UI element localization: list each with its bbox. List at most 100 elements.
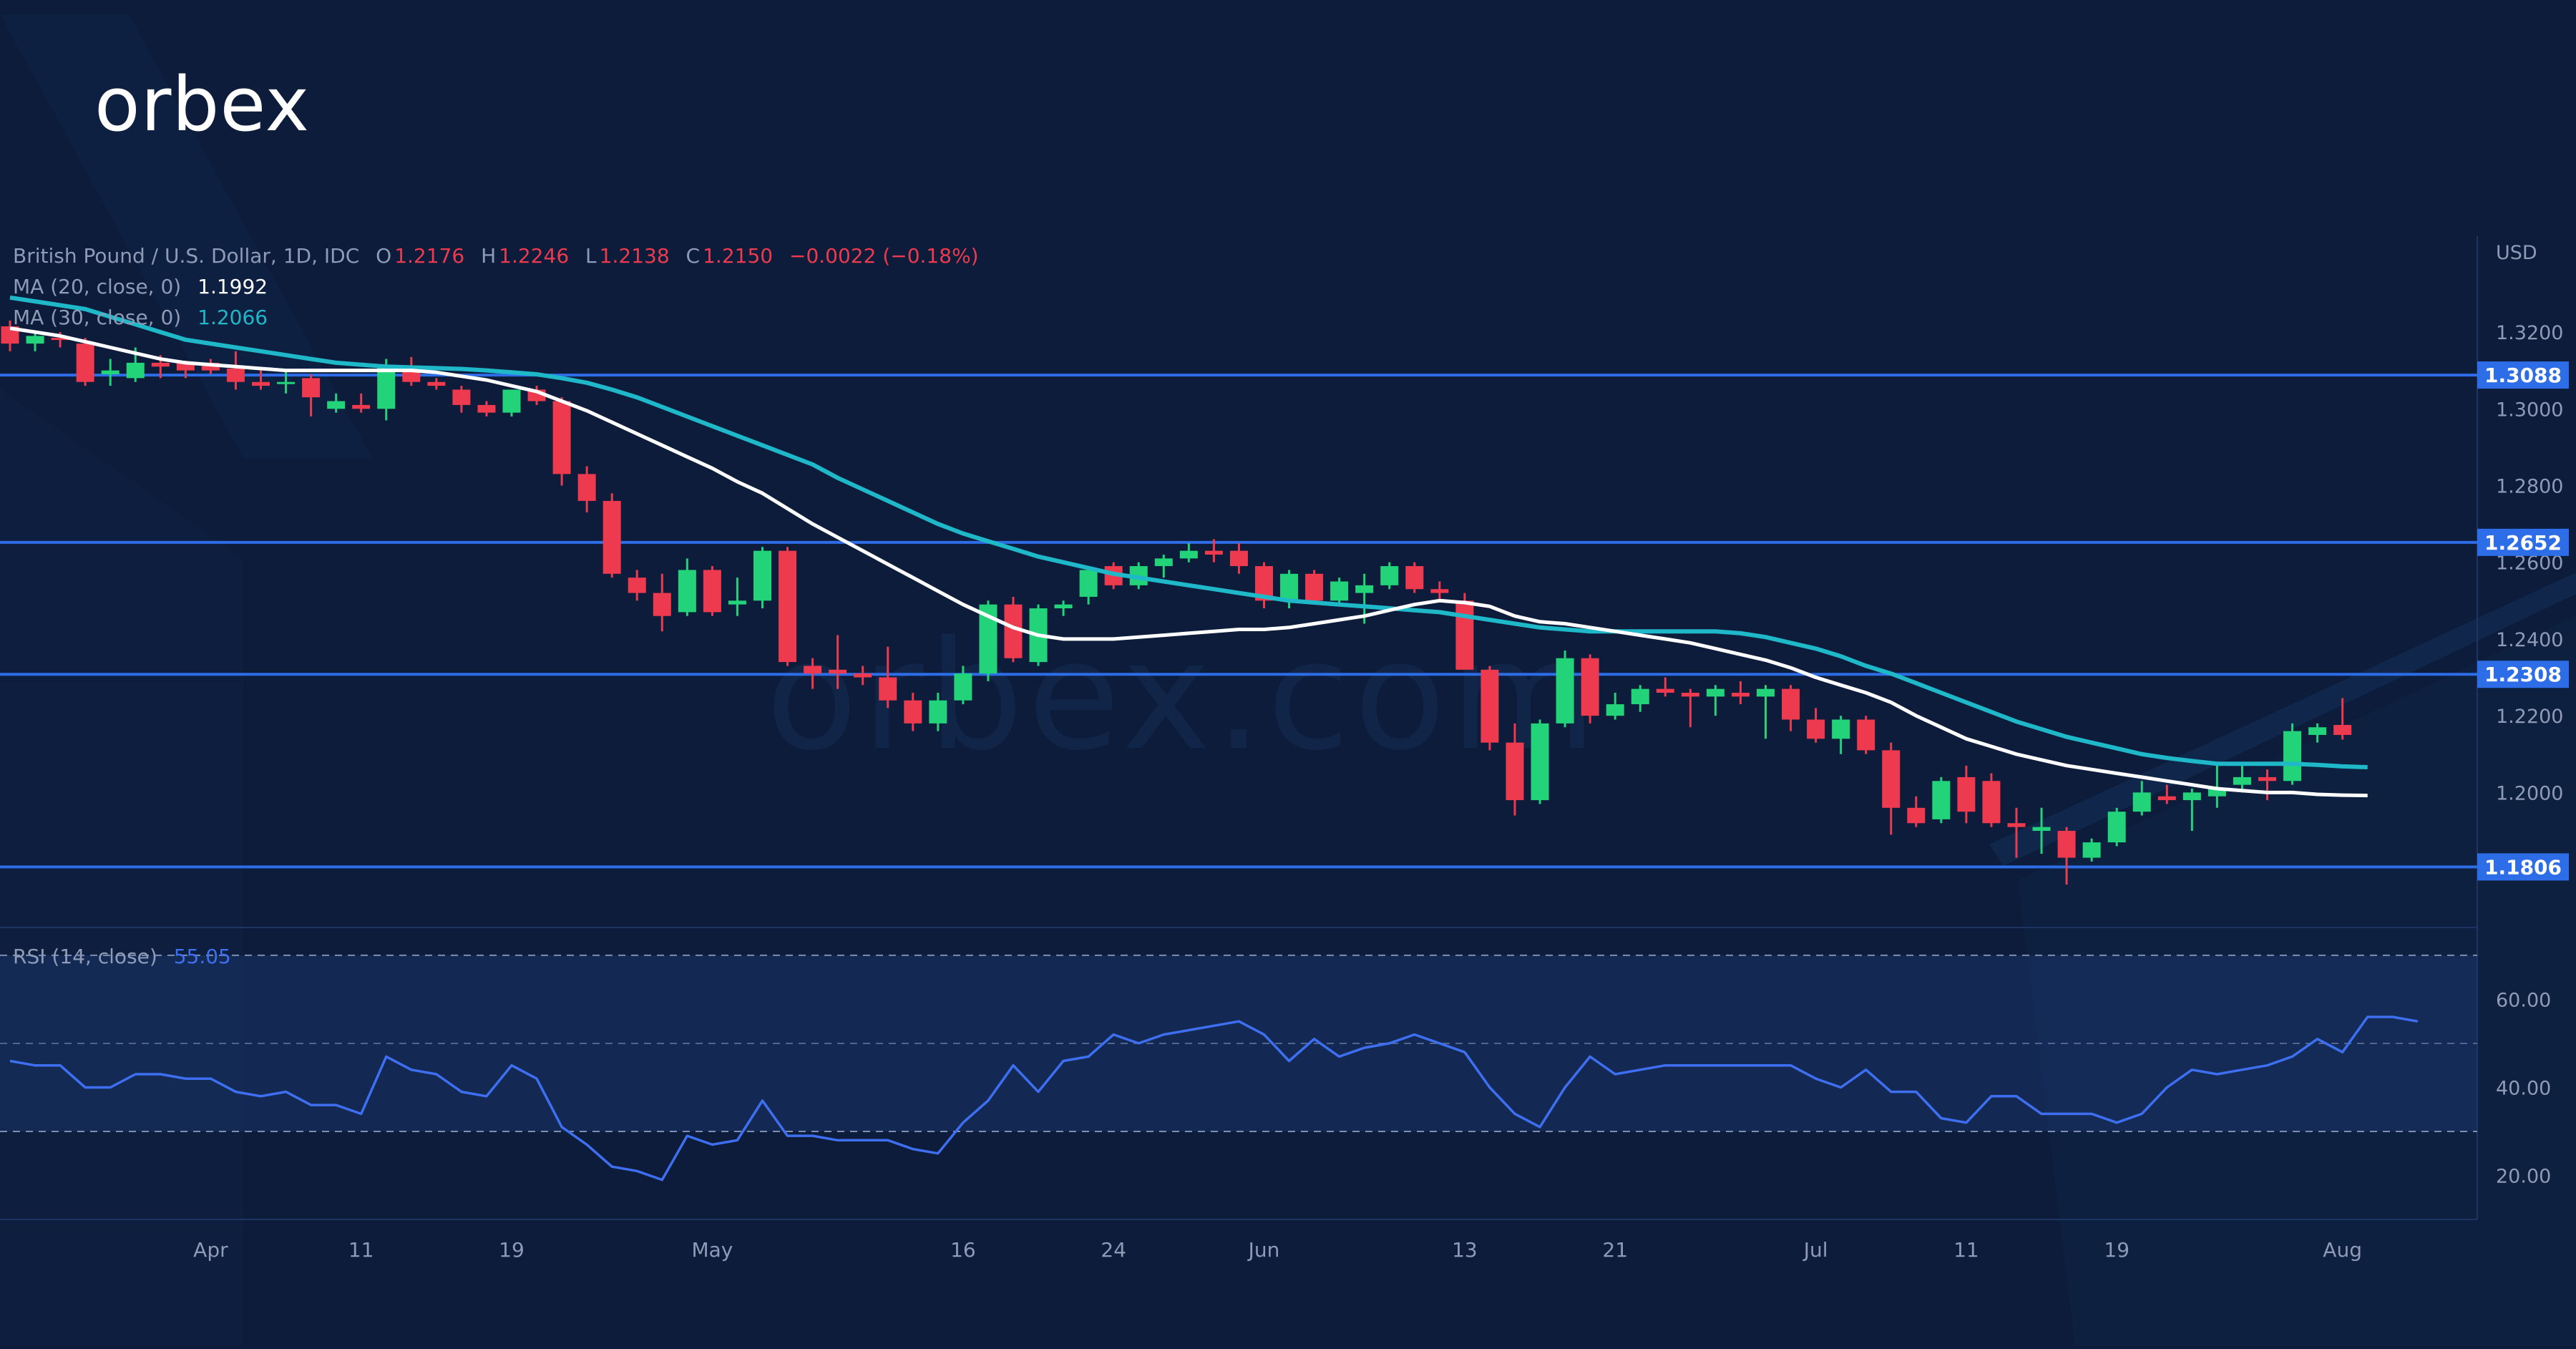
candle[interactable] [1631, 685, 1649, 712]
candle[interactable] [26, 332, 44, 351]
candle[interactable] [577, 466, 596, 512]
candle[interactable] [2007, 807, 2026, 858]
candle[interactable] [1556, 651, 1574, 728]
price-tick-label: 1.2400 [2496, 629, 2563, 651]
ma30-line[interactable] [9, 295, 2368, 769]
candle[interactable] [101, 359, 119, 386]
candle[interactable] [678, 558, 696, 616]
candle[interactable] [979, 600, 997, 681]
candlesticks[interactable] [1, 320, 2352, 885]
candle-body [1606, 704, 1624, 716]
candle[interactable] [2057, 827, 2076, 885]
candle[interactable] [804, 658, 822, 689]
candle[interactable] [1154, 554, 1173, 578]
candle[interactable] [1857, 716, 1875, 754]
candle[interactable] [2157, 784, 2176, 804]
candle[interactable] [452, 386, 471, 413]
candle[interactable] [427, 378, 446, 390]
candle[interactable] [2182, 789, 2201, 831]
candle[interactable] [2107, 807, 2126, 847]
candle-body [779, 550, 797, 663]
candle[interactable] [954, 666, 972, 705]
candle[interactable] [1807, 708, 1825, 743]
candle-body [1957, 776, 1976, 812]
candle[interactable] [929, 692, 947, 731]
candle[interactable] [1054, 600, 1073, 616]
candle[interactable] [1932, 776, 1951, 824]
candle[interactable] [1480, 666, 1499, 751]
candle[interactable] [753, 547, 771, 609]
candle[interactable] [1229, 542, 1248, 574]
price-pane [0, 236, 2477, 927]
candle[interactable] [477, 401, 496, 417]
candle[interactable] [1656, 677, 1674, 697]
candle[interactable] [1405, 562, 1424, 593]
candle[interactable] [1982, 773, 2001, 827]
legend-h-label: H [481, 244, 496, 268]
candle[interactable] [904, 692, 922, 731]
candle[interactable] [1782, 685, 1800, 731]
candle[interactable] [1255, 562, 1273, 609]
candle[interactable] [653, 573, 671, 632]
candle[interactable] [277, 370, 296, 394]
candle[interactable] [226, 351, 245, 390]
time-tick-label: 19 [2104, 1238, 2129, 1262]
candle-body [1229, 550, 1248, 567]
candle[interactable] [2333, 698, 2352, 740]
legend-ohlc: British Pound / U.S. Dollar, 1D, IDC O 1.… [13, 244, 979, 268]
candle[interactable] [779, 547, 797, 666]
candle[interactable] [1757, 685, 1775, 739]
candle[interactable] [2308, 723, 2327, 743]
candle[interactable] [854, 666, 872, 686]
candle[interactable] [1731, 681, 1750, 705]
level-price-labels: 1.3088 1.2652 1.2308 1.1806 [2477, 361, 2569, 881]
candle[interactable] [327, 393, 346, 413]
candle[interactable] [2283, 723, 2302, 785]
candle[interactable] [1079, 566, 1098, 605]
candle[interactable] [1957, 765, 1976, 824]
candle[interactable] [1606, 692, 1624, 720]
candle[interactable] [2258, 769, 2276, 801]
candle[interactable] [703, 566, 721, 616]
candle-body [954, 673, 972, 701]
candle[interactable] [1882, 742, 1901, 835]
candle[interactable] [1531, 719, 1549, 804]
candle[interactable] [1380, 562, 1399, 590]
candle[interactable] [2233, 761, 2251, 793]
ma20-line[interactable] [9, 326, 2368, 798]
candle[interactable] [2032, 807, 2051, 854]
rsi-line[interactable] [9, 1016, 2419, 1182]
candle[interactable] [2082, 838, 2101, 862]
candle-body [1355, 585, 1374, 593]
candle[interactable] [1506, 723, 1524, 816]
candle[interactable] [1581, 654, 1599, 724]
candle[interactable] [1430, 581, 1449, 601]
candle[interactable] [879, 646, 897, 708]
candle[interactable] [252, 370, 270, 390]
candle[interactable] [502, 389, 521, 417]
candle[interactable] [302, 374, 321, 417]
candle[interactable] [829, 635, 847, 689]
candle[interactable] [1681, 688, 1699, 728]
candle[interactable] [1305, 570, 1324, 605]
candle[interactable] [728, 578, 746, 616]
candle[interactable] [1706, 685, 1724, 716]
candle[interactable] [1004, 596, 1023, 663]
candle[interactable] [552, 397, 571, 486]
candle[interactable] [2207, 761, 2226, 808]
candle[interactable] [602, 493, 621, 578]
candle[interactable] [1832, 716, 1850, 754]
candle[interactable] [1330, 578, 1349, 605]
candle[interactable] [76, 338, 94, 386]
candle[interactable] [1179, 542, 1198, 563]
candle[interactable] [628, 570, 646, 601]
candle[interactable] [2132, 781, 2151, 816]
candle[interactable] [1455, 593, 1474, 670]
candle[interactable] [352, 393, 371, 413]
candle[interactable] [1907, 796, 1926, 827]
candle[interactable] [201, 359, 220, 374]
candle[interactable] [1204, 539, 1223, 563]
legend-ma30-label: MA (30, close, 0) [13, 306, 181, 329]
